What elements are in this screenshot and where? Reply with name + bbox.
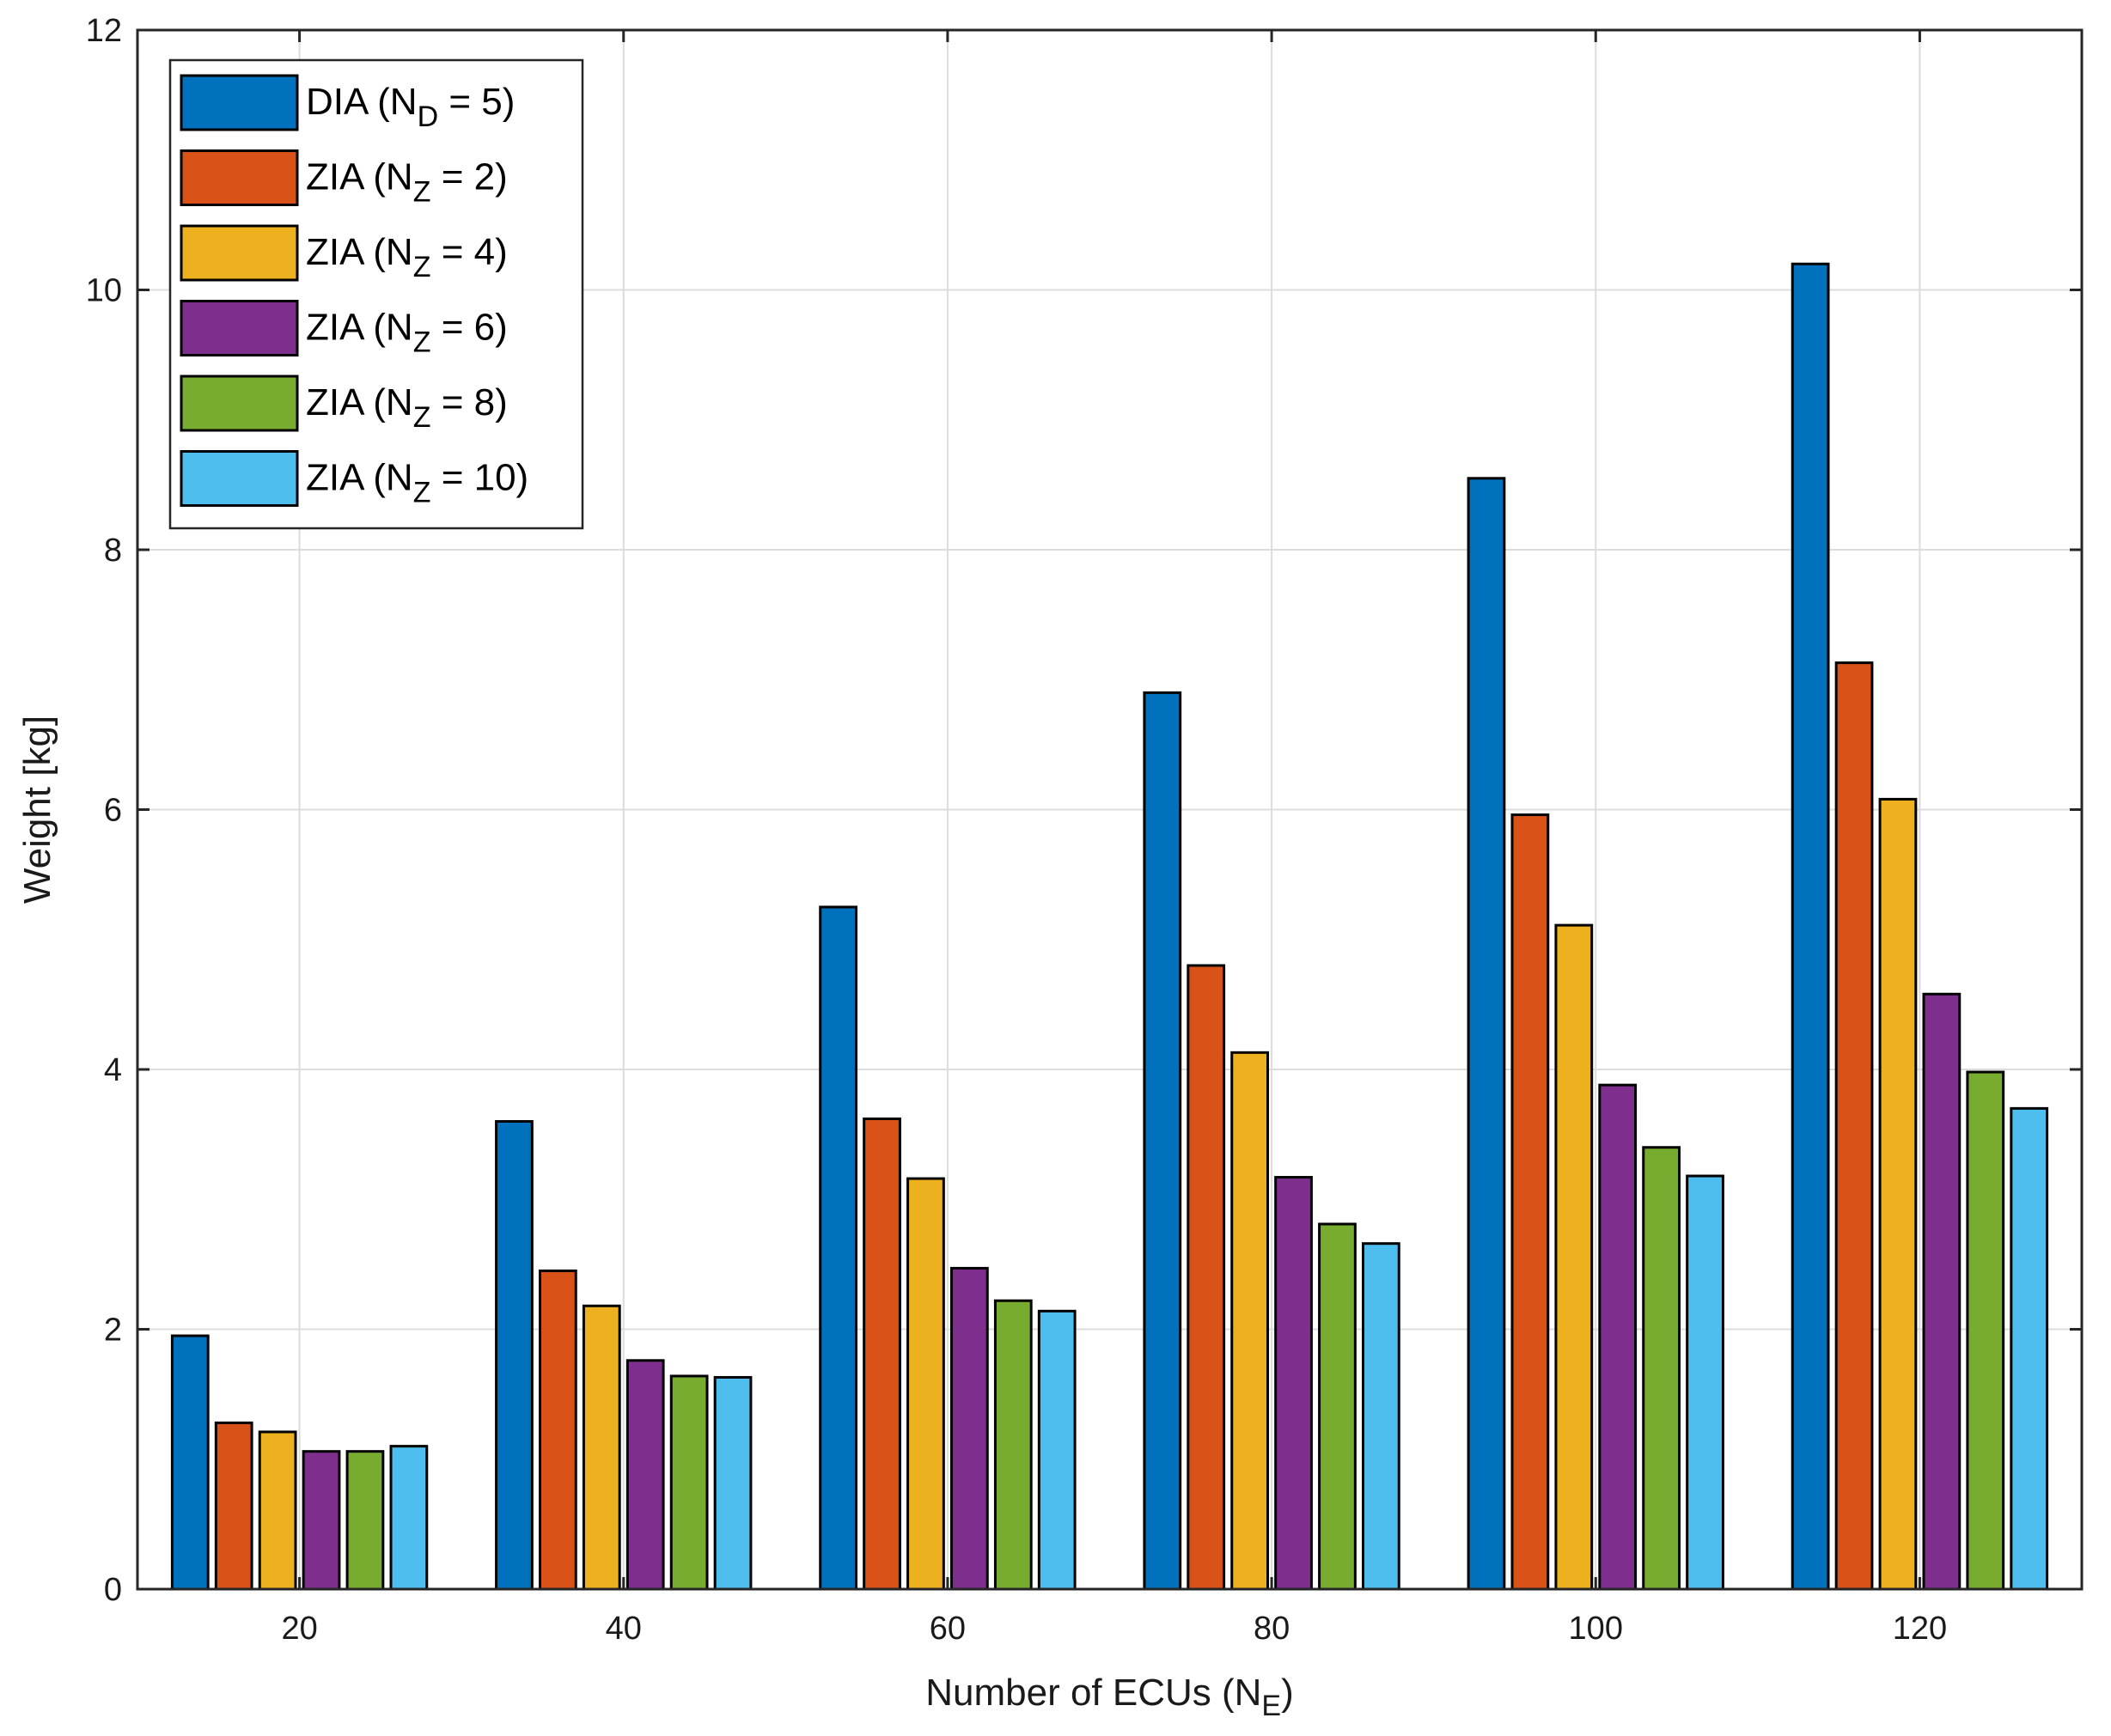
bar-series-6-cat-100 bbox=[1686, 1174, 1724, 1591]
legend-label-prefix: DIA (N bbox=[306, 81, 418, 123]
axis-ticks: 0 2 4 6 8 10 12 20 40 60 80 100 120 bbox=[86, 13, 2082, 1647]
bar-series-1-cat-120 bbox=[1791, 262, 1830, 1591]
bar-series-5-cat-80 bbox=[1318, 1222, 1357, 1591]
bar-series-3-cat-120 bbox=[1878, 797, 1918, 1591]
bar-series-6-cat-80 bbox=[1362, 1242, 1400, 1591]
bar-series-4-cat-80 bbox=[1274, 1176, 1313, 1591]
bar-series-6-cat-20 bbox=[389, 1445, 429, 1591]
x-tick-label-120: 120 bbox=[1893, 1611, 1947, 1647]
bar-series-5-cat-120 bbox=[1966, 1070, 2005, 1591]
legend-label-2: ZIA (NZ = 2) bbox=[306, 156, 508, 209]
legend-label-subscript: Z bbox=[413, 401, 431, 434]
bar-series-2-cat-100 bbox=[1510, 813, 1550, 1591]
legend-label-suffix: = 5) bbox=[438, 81, 515, 123]
x-axis-label-close: ) bbox=[1281, 1672, 1294, 1714]
bar-series-3-cat-80 bbox=[1230, 1051, 1270, 1591]
legend-label-suffix: = 2) bbox=[430, 156, 507, 198]
bar-series-2-cat-40 bbox=[538, 1269, 577, 1591]
legend-swatch-6 bbox=[180, 450, 299, 507]
legend-swatch-3 bbox=[180, 224, 299, 282]
legend-label-prefix: ZIA (N bbox=[306, 307, 413, 349]
y-tick-label-1: 2 bbox=[104, 1313, 122, 1349]
x-tick-label-60: 60 bbox=[930, 1611, 966, 1647]
y-tick-label-3: 6 bbox=[104, 793, 122, 829]
legend-label-subscript: D bbox=[418, 101, 439, 133]
bar-series-3-cat-20 bbox=[258, 1430, 297, 1591]
bar-series-5-cat-20 bbox=[345, 1450, 385, 1591]
x-tick-label-40: 40 bbox=[606, 1611, 642, 1647]
bar-series-5-cat-60 bbox=[993, 1299, 1033, 1591]
bar-series-4-cat-120 bbox=[1922, 992, 1962, 1591]
legend-label-suffix: = 4) bbox=[430, 231, 507, 273]
legend-label-subscript: Z bbox=[413, 477, 431, 509]
legend-label-6: ZIA (NZ = 10) bbox=[306, 457, 528, 509]
bar-series-1-cat-80 bbox=[1143, 691, 1182, 1591]
y-axis-label: Weight [kg] bbox=[16, 716, 58, 904]
bar-series-3-cat-100 bbox=[1554, 923, 1594, 1591]
bar-series-2-cat-120 bbox=[1834, 661, 1874, 1591]
bar-marks bbox=[170, 262, 2049, 1591]
legend-label-prefix: ZIA (N bbox=[306, 381, 413, 423]
y-tick-label-2: 4 bbox=[104, 1052, 122, 1088]
y-tick-label-6: 12 bbox=[86, 13, 122, 49]
bar-series-2-cat-60 bbox=[863, 1117, 901, 1591]
legend-swatch-4 bbox=[180, 300, 299, 356]
x-tick-label-20: 20 bbox=[281, 1611, 317, 1647]
bar-series-1-cat-60 bbox=[819, 905, 857, 1591]
bar-series-1-cat-100 bbox=[1467, 477, 1506, 1591]
legend-swatch-1 bbox=[180, 74, 299, 131]
x-axis-label-subscript: E bbox=[1261, 1690, 1281, 1722]
bar-series-5-cat-100 bbox=[1642, 1146, 1681, 1591]
legend-swatch-5 bbox=[180, 375, 299, 432]
legend-label-subscript: Z bbox=[413, 326, 431, 359]
legend-label-subscript: Z bbox=[413, 176, 431, 209]
legend-label-prefix: ZIA (N bbox=[306, 231, 413, 273]
y-tick-label-4: 8 bbox=[104, 533, 122, 569]
x-tick-label-80: 80 bbox=[1254, 1611, 1290, 1647]
bar-series-5-cat-40 bbox=[669, 1374, 709, 1591]
y-tick-label-5: 10 bbox=[86, 273, 122, 309]
bar-series-3-cat-40 bbox=[582, 1304, 621, 1591]
legend-label-subscript: Z bbox=[413, 251, 431, 283]
legend-label-1: DIA (ND = 5) bbox=[306, 81, 515, 133]
bar-series-6-cat-40 bbox=[713, 1375, 753, 1591]
legend-swatch-2 bbox=[180, 149, 299, 206]
legend-label-suffix: = 6) bbox=[430, 307, 507, 349]
y-tick-label-0: 0 bbox=[104, 1572, 122, 1608]
bar-series-6-cat-120 bbox=[2010, 1106, 2049, 1591]
x-axis-label: Number of ECUs (NE) bbox=[925, 1672, 1294, 1722]
bar-series-1-cat-20 bbox=[170, 1334, 210, 1591]
legend-label-3: ZIA (NZ = 4) bbox=[306, 231, 508, 283]
bar-series-1-cat-40 bbox=[495, 1120, 534, 1591]
bar-series-2-cat-20 bbox=[214, 1421, 253, 1591]
bar-series-3-cat-60 bbox=[906, 1177, 945, 1591]
bar-series-4-cat-20 bbox=[302, 1450, 341, 1591]
legend-label-suffix: = 8) bbox=[430, 381, 507, 423]
legend-label-5: ZIA (NZ = 8) bbox=[306, 381, 508, 434]
x-axis-label-main: Number of ECUs (N bbox=[925, 1672, 1261, 1714]
legend: DIA (ND = 5)ZIA (NZ = 2)ZIA (NZ = 4)ZIA … bbox=[168, 58, 584, 530]
legend-label-prefix: ZIA (N bbox=[306, 457, 413, 499]
legend-label-4: ZIA (NZ = 6) bbox=[306, 307, 508, 359]
x-tick-label-100: 100 bbox=[1569, 1611, 1623, 1647]
bar-series-4-cat-60 bbox=[949, 1266, 989, 1591]
legend-label-prefix: ZIA (N bbox=[306, 156, 413, 198]
legend-label-suffix: = 10) bbox=[430, 457, 528, 499]
bar-series-2-cat-80 bbox=[1187, 964, 1226, 1591]
bar-series-4-cat-40 bbox=[625, 1359, 665, 1591]
bar-series-6-cat-60 bbox=[1037, 1309, 1077, 1591]
bar-series-4-cat-100 bbox=[1598, 1083, 1638, 1591]
